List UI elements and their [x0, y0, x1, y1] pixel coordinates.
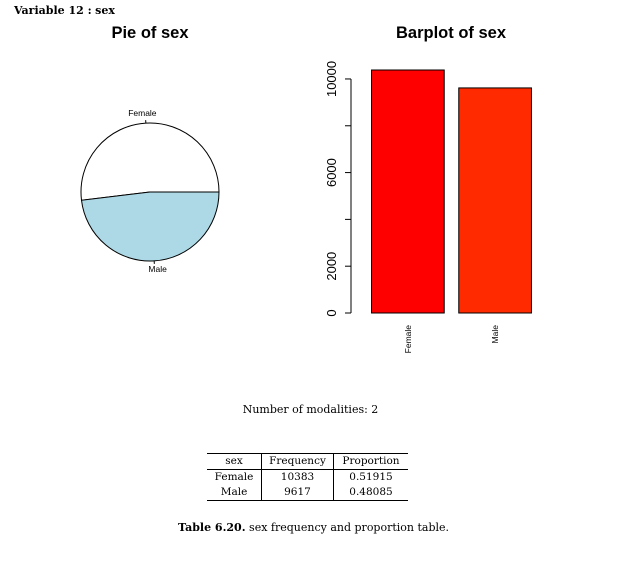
- table-header-cell: Proportion: [333, 453, 408, 470]
- table-cell: Male: [207, 485, 262, 501]
- modalities-text: Number of modalities: 2: [242, 403, 379, 416]
- table-cell: 0.51915: [349, 471, 393, 483]
- caption-text: sex frequency and proportion table.: [249, 521, 450, 534]
- table-header-cell: sex: [207, 453, 262, 470]
- table-cell: 0.48085: [349, 486, 393, 498]
- pie-slice-female: [80, 122, 220, 201]
- table-caption: Table 6.20. sex frequency and proportion…: [0, 521, 621, 534]
- table-cell: Female: [207, 469, 262, 485]
- y-tick-label: 2000: [324, 252, 339, 281]
- pie-slice-label: Male: [148, 264, 167, 274]
- y-tick-label: 10000: [324, 61, 339, 97]
- caption-label: Table 6.20.: [177, 521, 246, 534]
- bar-title: Barplot of sex: [396, 24, 507, 42]
- table-header-cell: Frequency: [261, 453, 334, 470]
- bar-female: [371, 69, 445, 314]
- variable-heading: Variable 12 : sex: [14, 4, 115, 17]
- frequency-table: sex Frequency Proportion Female 10383 0.…: [207, 453, 408, 501]
- charts-area: Pie of sex Female Male Barplot of sex Fem…: [80, 24, 532, 354]
- bar-category-label: Male: [490, 325, 500, 344]
- y-tick-label: 6000: [324, 158, 339, 187]
- pie-chart: Female Male: [80, 108, 220, 274]
- pie-slice-label: Female: [128, 108, 157, 118]
- table-cell: 10383: [261, 469, 334, 485]
- y-tick-label: 0: [324, 309, 339, 316]
- table-row: Male 9617 0.48085: [207, 485, 408, 501]
- table-cell: 9617: [261, 485, 334, 501]
- variable-heading-label: Variable 12 :: [14, 4, 92, 17]
- bar-chart: Female Male 0 2000 6000 10000: [324, 61, 532, 354]
- table-row: Female 10383 0.51915: [207, 469, 408, 485]
- bar-male: [458, 87, 532, 314]
- table-header-row: sex Frequency Proportion: [207, 453, 408, 470]
- bar-category-label: Female: [403, 325, 413, 354]
- pie-slice-male: [80, 191, 220, 262]
- pie-title: Pie of sex: [111, 24, 189, 42]
- variable-heading-name: sex: [95, 4, 115, 17]
